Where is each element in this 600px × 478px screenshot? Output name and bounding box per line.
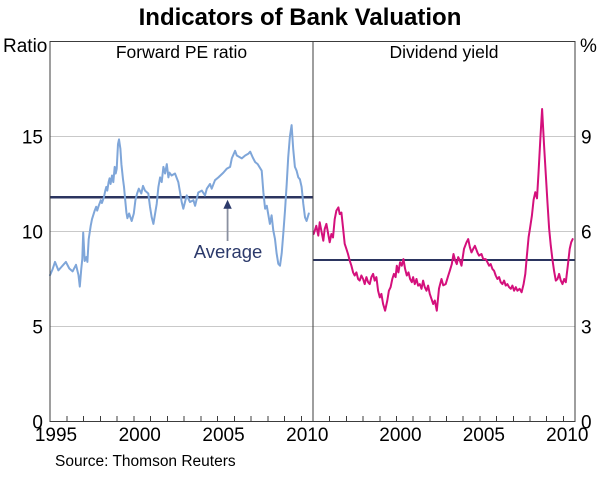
arrow-head-icon — [223, 199, 232, 209]
y-tick-label: 5 — [32, 318, 43, 339]
x-tick-label: 2000 — [379, 425, 421, 446]
chart-title: Indicators of Bank Valuation — [138, 4, 462, 31]
axis-unit-label: % — [580, 36, 597, 57]
x-tick-label: 2005 — [463, 425, 505, 446]
source-note: Source: Thomson Reuters — [55, 453, 236, 470]
y-tick-label: 6 — [581, 223, 592, 244]
y-tick-label: 0 — [581, 413, 592, 434]
average-annotation: Average — [194, 199, 263, 262]
axis-unit-label: Ratio — [3, 36, 47, 57]
y-tick-label: 0 — [32, 413, 43, 434]
dividend-yield-line — [312, 108, 574, 312]
y-tick-label: 15 — [22, 128, 43, 149]
x-tick-label: 2005 — [202, 425, 244, 446]
forward-pe-line — [49, 124, 310, 288]
x-tick-label: 2000 — [119, 425, 161, 446]
y-tick-label: 3 — [581, 318, 592, 339]
y-tick-label: 9 — [581, 128, 592, 149]
left-panel: 1995 2000 2005 2010 0 5 10 15 Ratio Forward PE ra… — [3, 36, 328, 446]
x-tick-label: 2010 — [546, 425, 588, 446]
x-tick-label: 1995 — [35, 425, 77, 446]
average-label: Average — [194, 241, 263, 262]
panel-title: Dividend yield — [390, 42, 499, 62]
y-tick-label: 10 — [22, 223, 43, 244]
x-tick-label: 2010 — [286, 425, 328, 446]
panel-title: Forward PE ratio — [116, 42, 247, 62]
